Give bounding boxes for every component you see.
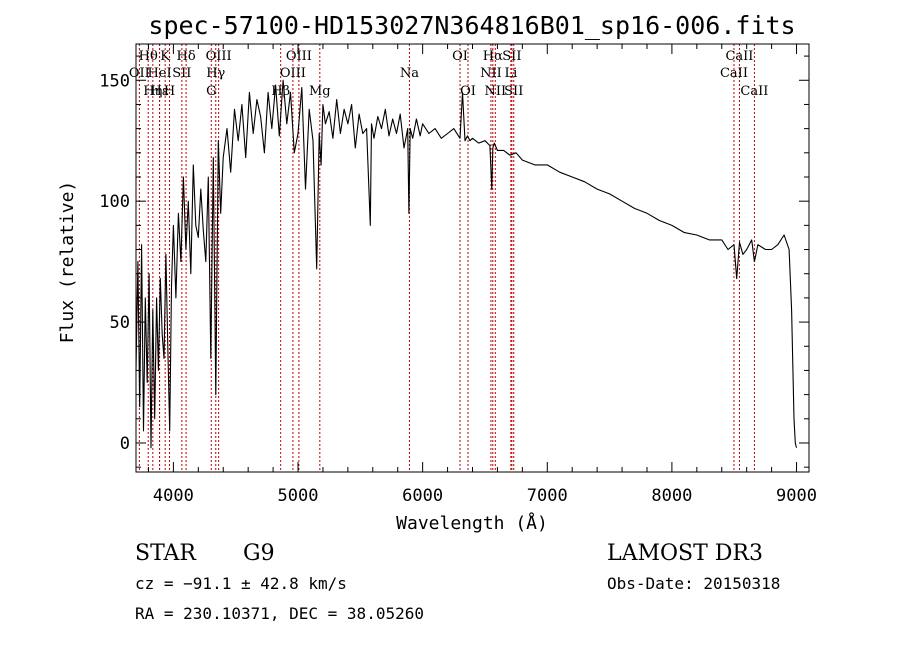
spectral-line-label: CaII [740, 84, 768, 99]
spectral-line-label: OIII [206, 49, 232, 64]
object-class: STAR [135, 541, 197, 566]
x-tick-label: 7000 [527, 486, 568, 506]
plot-frame [135, 43, 810, 473]
spectral-line-label: Hθ [139, 49, 158, 64]
spectral-line-label: Na [400, 66, 419, 81]
spectral-line-label: HeI [147, 66, 171, 81]
spectral-line-label: OIII [286, 49, 312, 64]
spectral-line-label: Hγ [206, 66, 225, 81]
spectral-line-label: OI [460, 84, 476, 99]
spectral-line-label: NII [480, 66, 502, 81]
x-tick-label: 8000 [651, 486, 692, 506]
spectrum-line [135, 79, 798, 449]
y-axis-label: Flux (relative) [57, 181, 78, 344]
object-subclass: G9 [243, 541, 275, 566]
spectral-line-label: CaII [725, 49, 753, 64]
spectral-line-label: Li [504, 66, 517, 81]
y-tick-label: 100 [99, 192, 130, 212]
spectral-line-label: G [206, 84, 216, 99]
spectral-line-label: Hα [483, 49, 503, 64]
spectral-line-label: CaII [720, 66, 748, 81]
x-tick-label: 5000 [278, 486, 319, 506]
spectral-line-label: SII [172, 66, 191, 81]
spectral-line-label: H [164, 84, 175, 99]
spectral-line-label: SII [504, 84, 523, 99]
spectral-line-label: OI [452, 49, 468, 64]
x-tick-label: 6000 [402, 486, 443, 506]
y-tick-label: 150 [99, 71, 130, 91]
spectral-line-label: OIII [280, 66, 306, 81]
spectral-line-label: OII [129, 66, 150, 81]
y-tick-label: 50 [110, 313, 130, 333]
redshift-info: cz = −91.1 ± 42.8 km/s [135, 574, 347, 593]
y-tick-label: 0 [120, 434, 130, 454]
spectral-line-label: K [160, 49, 170, 64]
spectral-line-label: Hη [143, 84, 162, 99]
spectral-line-label: Mg [309, 84, 331, 99]
coordinates: RA = 230.10371, DEC = 38.05260 [135, 604, 424, 623]
spectral-line-markers [138, 44, 755, 472]
x-tick-label: 9000 [776, 486, 817, 506]
x-tick-label: 4000 [153, 486, 194, 506]
x-axis-label: Wavelength (Å) [396, 512, 548, 534]
spectral-line-label: Hε [151, 84, 169, 99]
observation-date: Obs-Date: 20150318 [607, 574, 780, 593]
spectral-line-label: Hδ [177, 49, 196, 64]
y-ticks: 0 50 100 150 [99, 55, 809, 468]
spectral-line-label: NII [484, 84, 506, 99]
spectral-line-label: SII [502, 49, 521, 64]
survey-name: LAMOST DR3 [607, 541, 763, 566]
x-ticks: 4000 5000 6000 7000 8000 9000 [147, 44, 817, 506]
chart-title: spec-57100-HD153027N364816B01_sp16-006.f… [148, 11, 795, 40]
